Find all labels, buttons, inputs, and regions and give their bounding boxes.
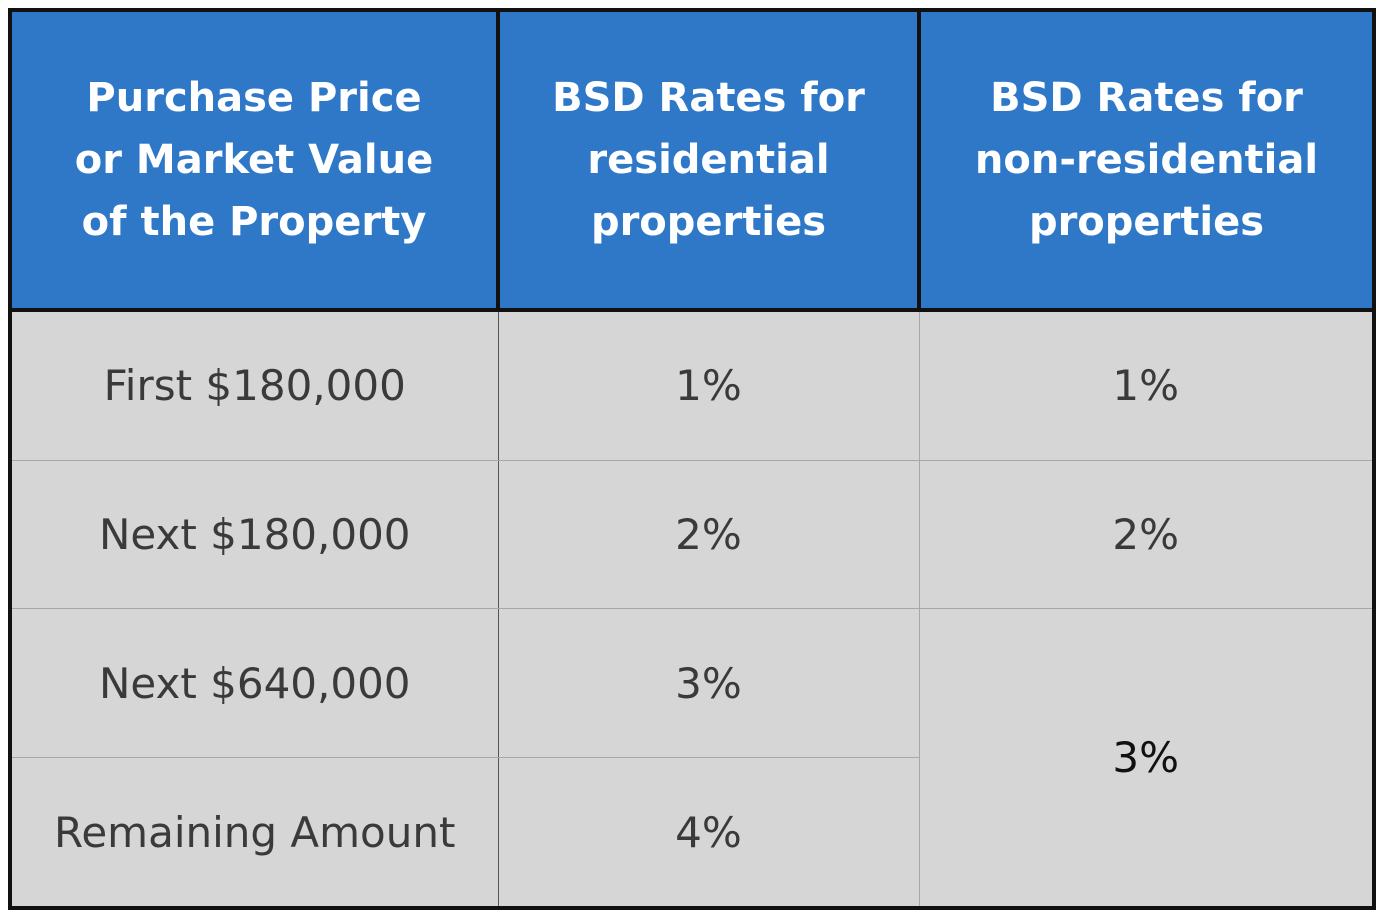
table-row: Next $640,000 3% 3% (12, 608, 1372, 782)
header-line: Purchase Price (86, 75, 422, 121)
header-line: BSD Rates for (552, 75, 865, 121)
header-line: BSD Rates for (990, 75, 1303, 121)
price-bracket-cell: Next $640,000 (12, 608, 499, 759)
bsd-rates-table: Purchase Price or Market Value of the Pr… (8, 8, 1376, 910)
residential-rate-cell: 3% (498, 608, 920, 759)
non-residential-rate-cell: 1% (919, 310, 1372, 461)
residential-rate-cell: 2% (498, 460, 920, 610)
header-line: properties (590, 199, 827, 245)
header-line: of the Property (81, 199, 427, 245)
price-bracket-cell: Next $180,000 (12, 460, 499, 610)
rates-table: Purchase Price or Market Value of the Pr… (12, 12, 1372, 906)
table-row: First $180,000 1% 1% (12, 310, 1372, 461)
header-residential-rates: BSD Rates for residential properties (498, 12, 921, 312)
header-row: Purchase Price or Market Value of the Pr… (12, 12, 1372, 312)
header-line: or Market Value (74, 137, 434, 183)
header-line: residential (587, 137, 830, 183)
non-residential-rate-merged-cell: 3% (1112, 733, 1180, 783)
header-non-residential-rates: BSD Rates for non-residential properties (919, 12, 1372, 312)
table-row: Remaining Amount 4% (12, 757, 1372, 906)
non-residential-rate-cell: 2% (919, 460, 1372, 610)
residential-rate-cell: 4% (498, 757, 920, 906)
price-bracket-cell: First $180,000 (12, 310, 499, 461)
table-row: Next $180,000 2% 2% (12, 460, 1372, 610)
price-bracket-cell: Remaining Amount (12, 757, 499, 906)
header-line: non-residential (974, 137, 1319, 183)
header-purchase-price: Purchase Price or Market Value of the Pr… (12, 12, 500, 312)
residential-rate-cell: 1% (498, 310, 920, 461)
header-line: properties (1028, 199, 1265, 245)
